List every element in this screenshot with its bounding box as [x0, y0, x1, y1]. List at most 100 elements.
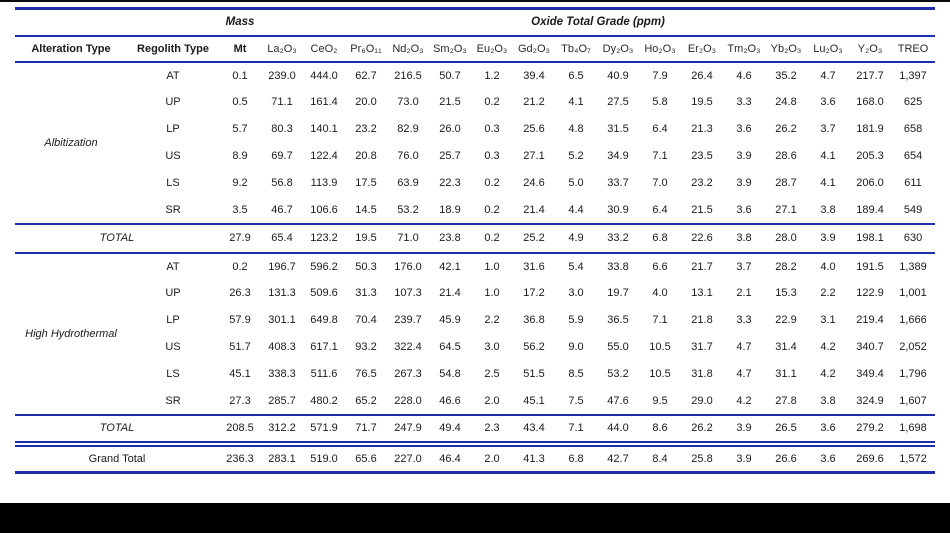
value-cell-Eu₂O₃: 0.2 — [484, 203, 500, 216]
value-cell-TREO: 611 — [904, 177, 922, 189]
value-cell-Er₂O₃: 19.5 — [691, 96, 713, 108]
value-cell-Dy₂O₃: 30.9 — [607, 203, 629, 216]
value-cell-Ho₂O₃: 9.5 — [652, 394, 668, 407]
value-cell-Tb₄O₇: 4.8 — [568, 123, 584, 135]
total-value-Er₂O₃: 26.2 — [691, 422, 713, 434]
value-cell-Nd₂O₃: 322.4 — [394, 341, 422, 353]
grand-total-value-Sm₂O₃: 46.4 — [439, 452, 461, 465]
value-cell-CeO₂: 122.4 — [310, 150, 338, 162]
value-cell-Er₂O₃: 23.2 — [691, 177, 713, 189]
value-cell-Sm₂O₃: 21.5 — [439, 96, 461, 108]
table-body: Albitization AT 0.1 239.0 444.0 62.7 216.5 50.7… — [15, 62, 936, 473]
value-cell-Yb₂O₃: 31.4 — [775, 341, 797, 353]
oxide-grade-table-wrap: Mass Oxide Total Grade (ppm) Alteration … — [15, 7, 936, 474]
value-cell-Mt: 57.9 — [229, 314, 251, 326]
total-value-La₂O₃: 65.4 — [271, 232, 293, 244]
value-cell-Tb₄O₇: 5.9 — [568, 314, 584, 326]
total-value-Sm₂O₃: 23.8 — [439, 232, 461, 244]
table-row: SR 3.5 46.7 106.6 14.5 53.2 18.9 0.2 21.4 4.4 30.9… — [15, 197, 935, 224]
value-cell-TREO: 658 — [903, 123, 923, 135]
value-cell-Sm₂O₃: 42.1 — [439, 260, 461, 273]
total-value-Lu₂O₃: 3.6 — [820, 422, 836, 434]
column-header-7: Sm₂O₃ — [433, 42, 467, 55]
grand-total-value-TREO: 1,572 — [899, 452, 927, 465]
value-cell-La₂O₃: 285.7 — [268, 394, 296, 407]
table-row: UP 0.5 71.1 161.4 20.0 73.0 21.5 0.2 21.2 4.1 27.5… — [15, 89, 935, 116]
value-cell-Tb₄O₇: 4.1 — [568, 96, 584, 108]
table-row: LS 9.2 56.8 113.9 17.5 63.9 22.3 0.2 24.6 5.0 33.7… — [15, 170, 935, 197]
value-cell-CeO₂: 140.1 — [310, 123, 338, 135]
table-row: SR 27.3 285.7 480.2 65.2 228.0 46.6 2.0 45.1 7.5 4… — [15, 388, 935, 415]
value-cell-Yb₂O₃: 27.1 — [775, 203, 797, 216]
total-row: TOTAL 208.5 312.2 571.9 71.7 247.9 49.4 2.3 43.4… — [15, 414, 936, 444]
value-cell-Pr₆O₁₁: 65.2 — [355, 394, 377, 407]
value-cell-Ho₂O₃: 10.5 — [649, 341, 671, 353]
column-header-16: Lu₂O₃ — [813, 42, 843, 55]
table-row: LP 57.9 301.1 649.8 70.4 239.7 45.9 2.2 36.8 5.9 3… — [15, 307, 935, 334]
value-cell-Tm₂O₃: 4.7 — [736, 368, 752, 380]
value-cell-Dy₂O₃: 19.7 — [607, 287, 629, 299]
value-cell-Eu₂O₃: 0.2 — [484, 96, 500, 108]
total-value-TREO: 630 — [903, 232, 923, 244]
value-cell-Nd₂O₃: 176.0 — [394, 260, 422, 273]
value-cell-Tb₄O₇: 5.2 — [568, 150, 584, 162]
column-header-4: CeO₂ — [310, 42, 338, 55]
value-cell-Dy₂O₃: 55.0 — [607, 341, 629, 353]
table-row: US 51.7 408.3 617.1 93.2 322.4 64.5 3.0 56.2 9.0 5… — [15, 334, 935, 361]
table-row: LS 45.1 338.3 511.6 76.5 267.3 54.8 2.5 51.5 8.5 5… — [15, 361, 935, 388]
value-cell-Gd₂O₃: 31.6 — [523, 260, 545, 273]
value-cell-Y₂O₃: 181.9 — [856, 123, 884, 135]
total-value-CeO₂: 123.2 — [310, 232, 338, 244]
grand-total-value-Nd₂O₃: 227.0 — [394, 452, 422, 465]
regolith-type-cell: LS — [166, 177, 180, 189]
value-cell-Lu₂O₃: 4.0 — [820, 260, 836, 273]
table-row: US 8.9 69.7 122.4 20.8 76.0 25.7 0.3 27.1 5.2 34.9… — [15, 143, 935, 170]
value-cell-Lu₂O₃: 4.1 — [820, 150, 836, 162]
value-cell-Y₂O₃: 191.5 — [856, 260, 884, 273]
value-cell-Mt: 27.3 — [229, 394, 251, 407]
value-cell-Mt: 51.7 — [229, 341, 251, 353]
grand-total-label: Grand Total — [88, 452, 146, 465]
column-header-10: Tb₄O₇ — [561, 42, 591, 55]
total-value-Eu₂O₃: 2.3 — [484, 422, 500, 434]
value-cell-TREO: 1,607 — [899, 394, 927, 407]
grand-total-value-Pr₆O₁₁: 65.6 — [355, 452, 377, 465]
value-cell-Pr₆O₁₁: 93.2 — [355, 341, 377, 353]
value-cell-La₂O₃: 46.7 — [271, 203, 293, 216]
value-cell-Gd₂O₃: 39.4 — [523, 69, 545, 82]
value-cell-Ho₂O₃: 7.0 — [652, 177, 668, 189]
value-cell-Ho₂O₃: 5.8 — [652, 96, 668, 108]
value-cell-Gd₂O₃: 21.4 — [523, 203, 545, 216]
value-cell-Mt: 0.5 — [232, 96, 248, 108]
value-cell-Gd₂O₃: 45.1 — [523, 394, 545, 407]
value-cell-Er₂O₃: 29.0 — [691, 394, 713, 407]
value-cell-Dy₂O₃: 47.6 — [607, 394, 629, 407]
column-header-0: Alteration Type — [31, 42, 111, 55]
value-cell-Nd₂O₃: 76.0 — [397, 150, 419, 162]
column-header-5: Pr₆O₁₁ — [350, 42, 382, 55]
value-cell-Sm₂O₃: 25.7 — [439, 150, 461, 162]
grand-total-value-CeO₂: 519.0 — [310, 452, 338, 465]
regolith-type-cell: US — [165, 341, 181, 353]
value-cell-CeO₂: 113.9 — [310, 177, 338, 189]
value-cell-Tm₂O₃: 3.9 — [736, 150, 752, 162]
value-cell-Tb₄O₇: 5.0 — [568, 177, 584, 189]
value-cell-Lu₂O₃: 2.2 — [820, 287, 836, 299]
value-cell-CeO₂: 649.8 — [310, 314, 338, 326]
total-value-TREO: 1,698 — [899, 422, 927, 434]
value-cell-TREO: 1,796 — [899, 368, 927, 380]
table-row: LP 5.7 80.3 140.1 23.2 82.9 26.0 0.3 25.6 4.8 31.5… — [15, 116, 935, 143]
value-cell-Lu₂O₃: 3.1 — [820, 314, 836, 326]
total-value-Dy₂O₃: 33.2 — [607, 232, 629, 244]
value-cell-Nd₂O₃: 216.5 — [394, 69, 422, 82]
value-cell-Yb₂O₃: 22.9 — [775, 314, 797, 326]
regolith-type-cell: US — [165, 150, 181, 162]
value-cell-Dy₂O₃: 53.2 — [607, 368, 629, 380]
value-cell-Gd₂O₃: 36.8 — [523, 314, 545, 326]
total-value-Er₂O₃: 22.6 — [691, 232, 713, 244]
value-cell-Tb₄O₇: 6.5 — [568, 69, 584, 82]
value-cell-Eu₂O₃: 2.5 — [484, 368, 500, 380]
value-cell-Sm₂O₃: 18.9 — [439, 203, 461, 216]
value-cell-TREO: 2,052 — [899, 341, 927, 353]
value-cell-Yb₂O₃: 28.7 — [775, 177, 797, 189]
